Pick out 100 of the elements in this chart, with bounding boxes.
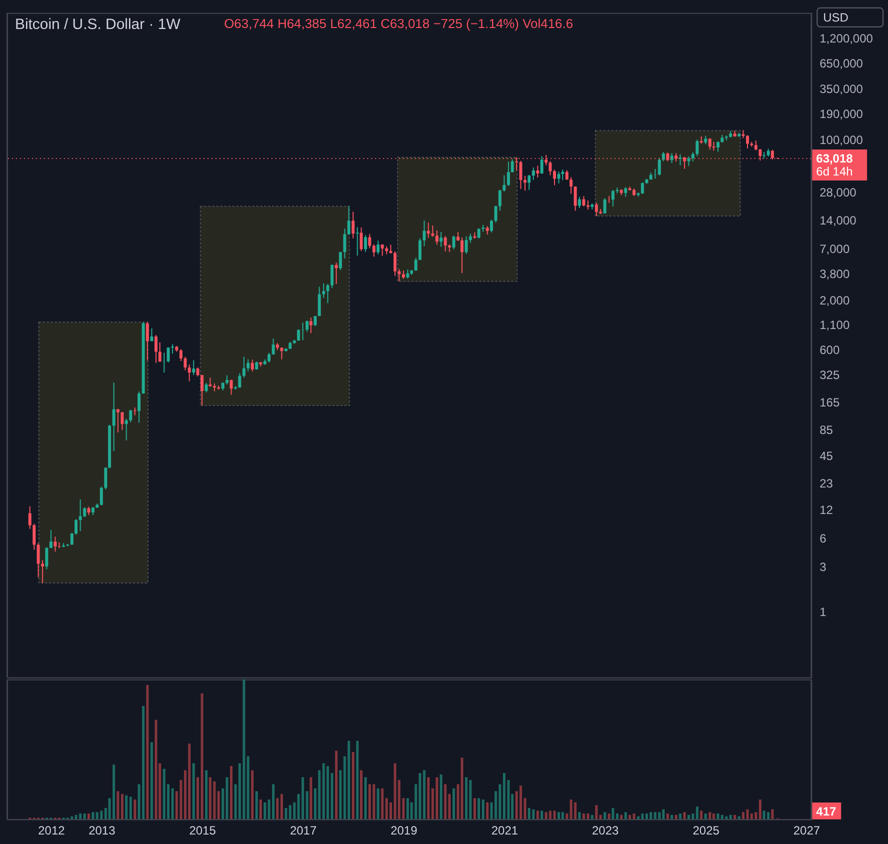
bar (390, 802, 392, 820)
bar (394, 763, 396, 820)
bar (251, 770, 254, 820)
candlestick (150, 328, 154, 342)
bar (650, 812, 652, 820)
bar (200, 693, 204, 820)
candlestick (561, 169, 564, 181)
y-tick-label: 190,000 (820, 106, 864, 121)
candlestick (179, 348, 182, 362)
bar (125, 795, 128, 820)
bar (696, 806, 698, 820)
bar (486, 802, 489, 820)
candlestick (334, 262, 338, 285)
candlestick (129, 409, 132, 423)
bar (478, 798, 480, 820)
candlestick (104, 467, 108, 490)
bar (590, 814, 594, 820)
bar (306, 791, 308, 820)
x-tick-label: 2027 (793, 824, 820, 838)
candlestick (166, 346, 170, 363)
candlestick (670, 152, 674, 164)
candlestick (435, 230, 438, 246)
y-tick-label: 1 (820, 604, 827, 619)
y-tick-label: 3,800 (820, 267, 850, 282)
bar (762, 810, 766, 820)
candlestick (502, 174, 506, 192)
candlestick (712, 141, 716, 152)
bar (599, 814, 602, 820)
candlestick (506, 161, 510, 186)
x-tick-label: 2015 (189, 824, 216, 838)
bar (612, 808, 614, 820)
candlestick (45, 546, 48, 570)
candlestick (36, 542, 40, 578)
candlestick (268, 352, 271, 363)
candlestick (343, 228, 346, 259)
candlestick (314, 316, 317, 326)
candlestick (464, 236, 468, 254)
bar (465, 777, 468, 820)
candlestick (519, 160, 522, 190)
bar (678, 814, 682, 820)
bar (112, 764, 116, 820)
bar (100, 810, 103, 820)
bar (519, 786, 522, 820)
candlestick (426, 222, 430, 238)
bar (79, 814, 82, 820)
bar (74, 814, 78, 820)
bar (616, 814, 618, 820)
candlestick (490, 219, 494, 233)
candlestick (418, 238, 422, 260)
bar (192, 763, 195, 820)
candlestick (158, 342, 162, 362)
bar (452, 788, 455, 820)
bar (658, 812, 661, 820)
bar (280, 794, 283, 820)
bar (368, 784, 371, 820)
y-tick-label: 45 (820, 448, 834, 463)
bar (150, 742, 153, 820)
candlestick (687, 156, 690, 166)
y-tick-label: 100,000 (820, 133, 864, 148)
bar (385, 798, 388, 820)
bar (436, 777, 438, 820)
bar (264, 802, 266, 820)
candlestick (603, 198, 606, 214)
candlestick (640, 182, 644, 194)
bar (339, 770, 342, 820)
bar (422, 770, 426, 820)
candlestick (124, 418, 128, 441)
bar (566, 814, 568, 820)
bar (578, 812, 581, 820)
candlestick (318, 286, 321, 317)
candlestick (54, 536, 57, 552)
candlestick (360, 227, 363, 252)
x-tick-label: 2013 (88, 824, 116, 838)
candlestick (372, 244, 376, 258)
candlestick (754, 140, 758, 151)
bar (524, 798, 526, 820)
y-tick-label: 165 (820, 396, 840, 410)
bar (502, 773, 506, 820)
candlestick (528, 174, 531, 190)
y-tick-label: 650,000 (820, 56, 864, 70)
candlestick (570, 176, 573, 194)
y-tick-label: 12 (820, 503, 834, 518)
x-tick-label: 2021 (491, 824, 518, 838)
y-tick-label: 1,200,000 (820, 31, 874, 46)
bar (628, 814, 632, 820)
bar (272, 784, 275, 820)
bar (226, 777, 228, 820)
y-tick-label: 2,000 (820, 293, 850, 308)
candlestick (376, 240, 380, 255)
candlestick (540, 156, 544, 174)
candlestick (498, 189, 502, 212)
y-tick-label: 7,000 (820, 242, 850, 256)
candlestick (28, 506, 32, 530)
bar (540, 810, 544, 820)
bar (742, 812, 744, 820)
candlestick (338, 251, 342, 271)
candlestick (120, 411, 124, 430)
bar (654, 812, 656, 820)
bar (561, 812, 564, 820)
candlestick (574, 186, 577, 212)
